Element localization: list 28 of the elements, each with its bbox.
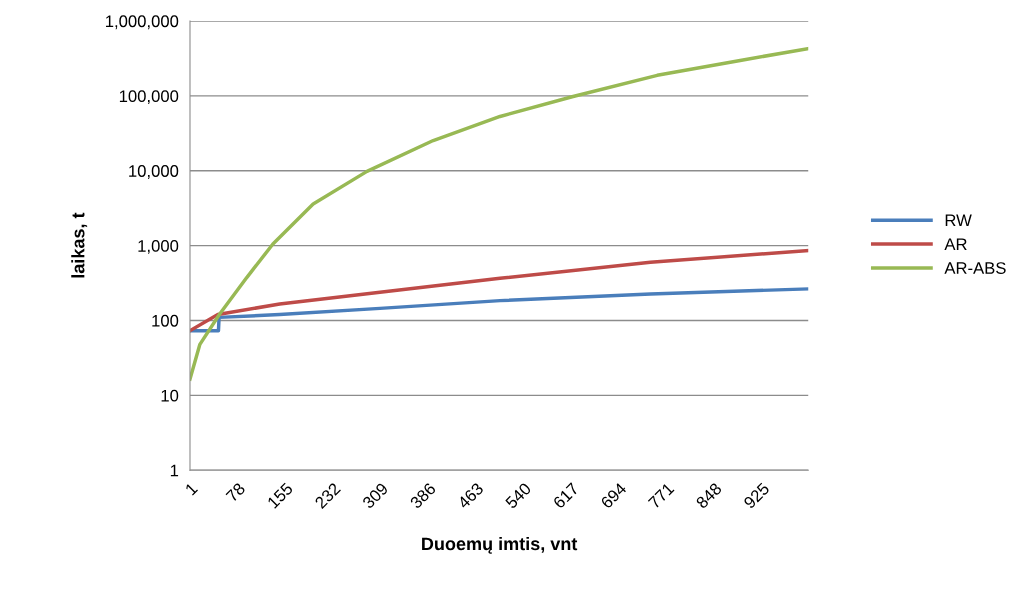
y-tick-label: 1 bbox=[170, 464, 179, 477]
y-tick-label: 1,000 bbox=[138, 239, 179, 254]
x-tick-label: 540 bbox=[504, 482, 532, 510]
y-tick-label: 10 bbox=[161, 389, 179, 402]
x-tick-label: 694 bbox=[600, 481, 628, 510]
x-tick-label: 848 bbox=[695, 482, 723, 510]
x-tick-label: 386 bbox=[409, 482, 437, 510]
x-tick-label: 232 bbox=[314, 482, 342, 510]
x-tick-label: 155 bbox=[266, 482, 294, 509]
x-tick-label: 617 bbox=[552, 482, 580, 510]
y-tick-label: 10,000 bbox=[129, 165, 179, 179]
x-tick-label: 771 bbox=[647, 482, 675, 509]
legend-label: AR-ABS bbox=[944, 262, 1006, 274]
x-tick-label: 463 bbox=[456, 482, 485, 510]
x-tick-label: 925 bbox=[743, 482, 770, 510]
line-series bbox=[189, 46, 809, 381]
y-tick-label: 1,000,000 bbox=[106, 15, 179, 30]
y-axis-title: laikas, t bbox=[71, 212, 88, 278]
line-series bbox=[189, 248, 809, 333]
x-tick-label: 1 bbox=[184, 482, 198, 496]
x-tick-label: 309 bbox=[361, 482, 389, 510]
line-series bbox=[189, 287, 809, 333]
legend-label: AR bbox=[944, 238, 967, 250]
x-axis-title: Duoemų imtis, vnt bbox=[422, 536, 578, 554]
legend-label: RW bbox=[945, 214, 972, 227]
x-tick-label: 78 bbox=[225, 482, 246, 503]
y-tick-label: 100 bbox=[152, 314, 179, 327]
y-tick-label: 100,000 bbox=[119, 90, 179, 105]
